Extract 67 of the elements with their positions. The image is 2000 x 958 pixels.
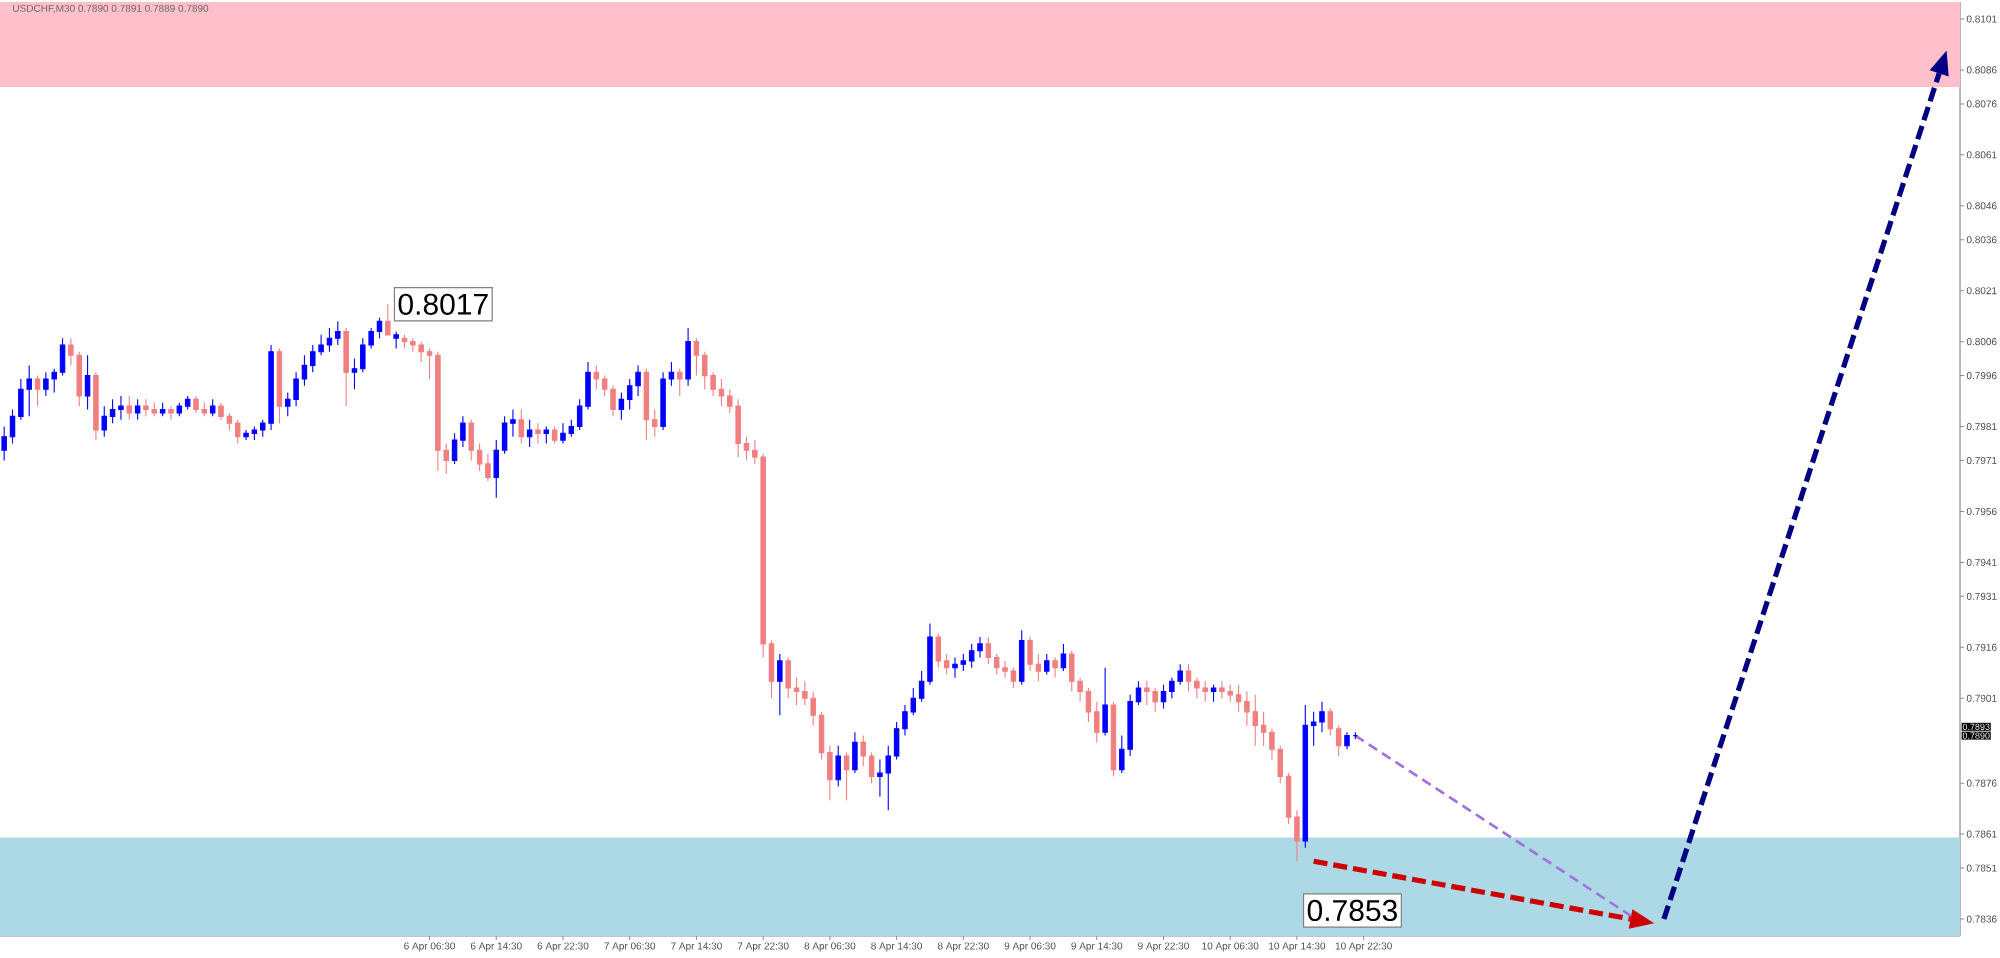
candlestick <box>159 402 166 417</box>
candlestick <box>343 327 349 407</box>
candlestick <box>335 320 341 346</box>
candlestick <box>326 327 333 353</box>
candlestick <box>26 364 32 417</box>
candlestick <box>243 429 249 441</box>
candlestick <box>176 402 183 417</box>
candlestick <box>643 368 650 441</box>
candlestick <box>184 395 191 411</box>
candlestick <box>1043 653 1050 676</box>
candlestick <box>201 402 208 417</box>
candlestick <box>835 745 841 788</box>
candlestick <box>1202 680 1208 703</box>
candlestick <box>1010 667 1017 689</box>
candlestick <box>93 371 99 441</box>
candlestick <box>1185 663 1192 693</box>
candlestick <box>268 344 274 431</box>
candlestick <box>134 398 141 421</box>
candlestick <box>518 409 525 445</box>
candlestick <box>1102 667 1108 737</box>
candlestick <box>168 405 174 421</box>
candlestick <box>677 368 683 397</box>
candlestick <box>1219 680 1225 699</box>
candlestick <box>535 422 541 445</box>
candlestick <box>1344 731 1350 750</box>
candlestick <box>718 378 725 407</box>
candlestick <box>43 371 49 397</box>
candlestick <box>251 425 258 441</box>
candlestick <box>385 303 391 336</box>
candlestick <box>1210 684 1217 703</box>
candlestick <box>1060 643 1067 672</box>
candlestick <box>1144 680 1150 706</box>
candlestick <box>935 633 942 669</box>
annotation: 0.8017 <box>398 293 488 315</box>
candlestick <box>234 419 241 445</box>
candlestick <box>276 347 283 424</box>
candlestick <box>34 375 41 407</box>
candlestick <box>785 656 791 699</box>
candlestick <box>1052 656 1058 679</box>
candlestick <box>143 398 149 417</box>
candlestick <box>543 425 550 445</box>
candlestick <box>393 330 399 349</box>
candlestick <box>101 405 108 438</box>
candlestick <box>1160 684 1167 709</box>
candlestick <box>968 643 975 669</box>
candlestick <box>593 364 600 390</box>
annotation: 0.7853 <box>1307 899 1397 922</box>
candlestick <box>777 653 783 716</box>
candlestick <box>685 327 691 387</box>
candlestick <box>1018 629 1025 686</box>
candlestick <box>118 395 124 421</box>
candlestick <box>1110 701 1117 777</box>
candlestick <box>551 425 558 445</box>
candlestick <box>1152 687 1158 713</box>
candlestick <box>84 354 91 411</box>
candlestick <box>209 398 216 417</box>
candlestick <box>526 419 533 448</box>
candlestick <box>843 752 850 801</box>
candlestick <box>852 731 858 774</box>
candlestick <box>952 656 958 679</box>
candlestick <box>560 422 566 445</box>
candlestick <box>126 395 133 421</box>
candlestick <box>151 402 158 417</box>
candlestick <box>1302 704 1309 849</box>
candlestick <box>435 351 441 472</box>
candlestick <box>1252 694 1258 747</box>
candlestick <box>193 395 199 414</box>
